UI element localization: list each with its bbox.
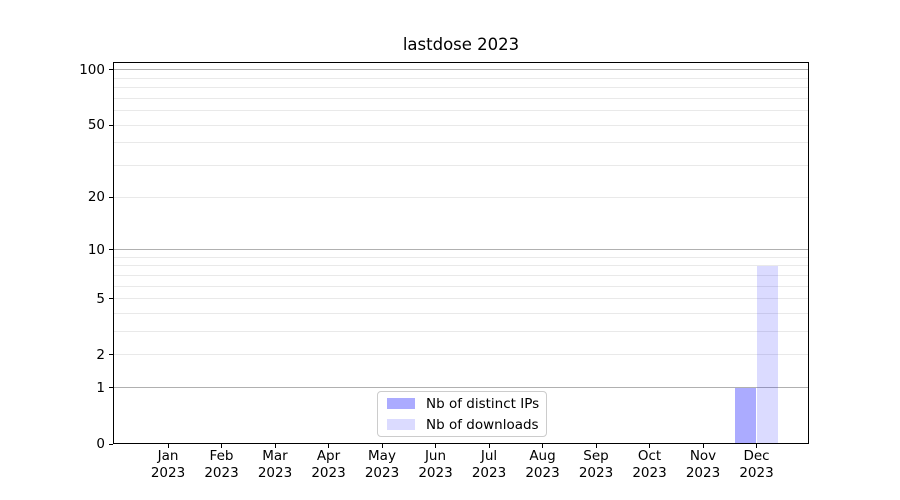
gridline-major bbox=[114, 69, 808, 71]
x-tick-label: Jan 2023 bbox=[136, 448, 200, 481]
y-tick-label: 20 bbox=[87, 189, 105, 206]
y-tick-label: 2 bbox=[96, 346, 105, 363]
bar-distinct-ips bbox=[735, 387, 757, 444]
x-tick-label: Sep 2023 bbox=[564, 448, 628, 481]
y-tick bbox=[109, 387, 113, 389]
y-tick bbox=[109, 249, 113, 250]
x-tick-label: Jun 2023 bbox=[404, 448, 468, 481]
chart-title: lastdose 2023 bbox=[402, 35, 520, 54]
y-tick-label: 5 bbox=[96, 290, 105, 307]
x-tick bbox=[221, 444, 222, 448]
x-tick bbox=[435, 444, 436, 448]
x-tick bbox=[488, 444, 490, 448]
gridline-minor bbox=[114, 196, 808, 198]
gridline-minor bbox=[114, 110, 808, 112]
gridline-minor bbox=[114, 142, 808, 144]
x-tick bbox=[649, 444, 650, 448]
x-tick-label-month: Aug bbox=[529, 448, 556, 464]
y-tick-label: 100 bbox=[79, 61, 105, 78]
x-tick bbox=[381, 444, 383, 448]
x-tick-label: Dec 2023 bbox=[725, 448, 789, 481]
y-tick bbox=[109, 69, 113, 71]
x-tick-label: Aug 2023 bbox=[511, 448, 575, 481]
y-tick bbox=[109, 354, 113, 356]
x-tick-label-year: 2023 bbox=[685, 464, 721, 481]
x-tick-label-month: Nov bbox=[689, 448, 717, 464]
legend-swatch-distinct-ips bbox=[387, 398, 415, 409]
x-tick-label-year: 2023 bbox=[632, 464, 667, 481]
x-tick-label-year: 2023 bbox=[525, 464, 560, 481]
x-tick bbox=[167, 444, 169, 448]
x-tick-label: Nov 2023 bbox=[671, 448, 735, 481]
y-tick-label: 0 bbox=[96, 436, 105, 452]
x-tick-label-year: 2023 bbox=[364, 464, 400, 481]
gridline-minor bbox=[114, 354, 808, 356]
x-tick-label-month: Oct bbox=[637, 448, 662, 464]
x-tick-label-month: Mar bbox=[262, 448, 288, 464]
x-tick-label-year: 2023 bbox=[578, 464, 614, 481]
x-tick-label-year: 2023 bbox=[150, 464, 186, 481]
gridline-minor bbox=[114, 285, 808, 287]
x-tick-label-month: Jun bbox=[424, 448, 447, 464]
x-tick-label-month: Apr bbox=[316, 448, 341, 464]
gridline-minor bbox=[114, 256, 808, 258]
x-tick-label: Mar 2023 bbox=[243, 448, 307, 481]
x-tick-label: Feb 2023 bbox=[190, 448, 254, 481]
y-tick bbox=[109, 124, 113, 126]
gridline-minor bbox=[114, 97, 808, 99]
x-tick-label-year: 2023 bbox=[204, 464, 239, 481]
gridline-minor bbox=[114, 312, 808, 314]
x-tick bbox=[328, 444, 329, 448]
x-tick-label-month: Dec bbox=[743, 448, 770, 464]
gridline-minor bbox=[114, 274, 808, 276]
legend-label-distinct-ips: Nb of distinct IPs bbox=[426, 395, 540, 412]
gridline-minor bbox=[114, 164, 808, 166]
x-tick-label: Apr 2023 bbox=[297, 448, 361, 481]
gridline-minor bbox=[114, 87, 808, 89]
y-tick bbox=[109, 196, 113, 198]
x-tick-label-year: 2023 bbox=[311, 464, 346, 481]
gridline-minor bbox=[114, 265, 808, 267]
y-tick bbox=[109, 298, 113, 300]
legend-item-downloads: Nb of downloads bbox=[387, 416, 539, 433]
x-tick bbox=[542, 444, 543, 448]
gridline-minor bbox=[114, 124, 808, 126]
x-tick-label-month: Jul bbox=[480, 448, 498, 464]
y-tick bbox=[109, 443, 113, 445]
x-tick-label-year: 2023 bbox=[471, 464, 507, 481]
x-tick bbox=[702, 444, 704, 448]
legend-label-downloads: Nb of downloads bbox=[426, 416, 539, 433]
gridline-minor bbox=[114, 331, 808, 333]
x-tick-label: Jul 2023 bbox=[457, 448, 521, 481]
x-tick bbox=[756, 444, 757, 448]
gridline-minor bbox=[114, 298, 808, 300]
gridline-major bbox=[114, 249, 808, 250]
legend-swatch-downloads bbox=[387, 419, 415, 430]
y-tick-label: 10 bbox=[87, 241, 105, 258]
x-tick-label-month: May bbox=[368, 448, 396, 464]
y-tick-label: 50 bbox=[87, 117, 105, 134]
y-tick-label: 1 bbox=[96, 379, 105, 396]
x-tick-label: Oct 2023 bbox=[618, 448, 682, 481]
bar-downloads bbox=[756, 265, 778, 444]
x-tick-label-month: Jan bbox=[157, 448, 179, 464]
legend-item-distinct-ips: Nb of distinct IPs bbox=[387, 395, 540, 412]
x-tick-label-year: 2023 bbox=[257, 464, 293, 481]
x-tick bbox=[595, 444, 597, 448]
gridline-major bbox=[114, 387, 808, 389]
gridline-minor bbox=[114, 77, 808, 79]
x-tick-label-year: 2023 bbox=[418, 464, 453, 481]
x-tick-label-month: Feb bbox=[209, 448, 234, 464]
x-tick-label: May 2023 bbox=[350, 448, 414, 481]
x-tick-label-year: 2023 bbox=[739, 464, 774, 481]
legend: Nb of distinct IPs Nb of downloads bbox=[377, 391, 547, 437]
x-tick-label-month: Sep bbox=[583, 448, 609, 464]
plot-area-border bbox=[113, 62, 809, 444]
x-tick bbox=[274, 444, 276, 448]
